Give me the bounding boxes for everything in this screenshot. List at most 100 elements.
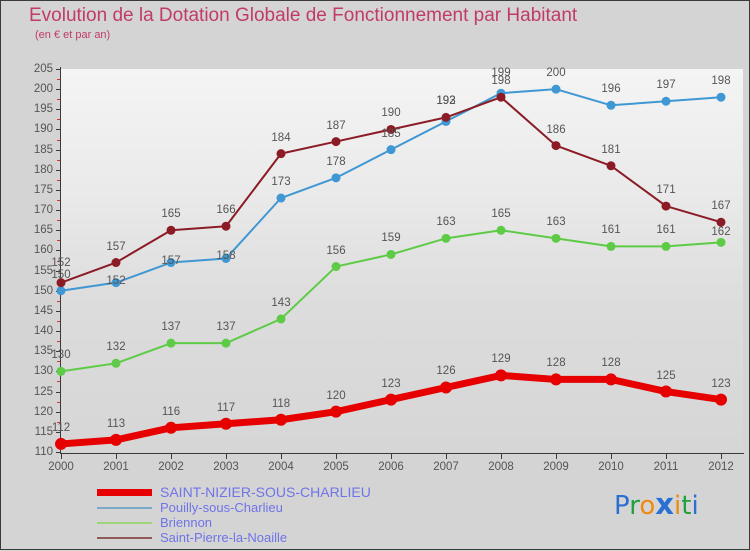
legend-item[interactable]: Saint-Pierre-la-Noaille [97, 530, 371, 545]
data-point-marker [111, 258, 121, 268]
y-axis-tick-label: 135 [33, 345, 53, 358]
x-axis-tick-label: 2001 [103, 461, 129, 473]
data-point-marker [551, 141, 561, 151]
y-axis-tick-mark [56, 69, 61, 70]
data-point-marker [496, 225, 506, 235]
data-point-marker [385, 393, 397, 406]
legend-color-swatch [97, 489, 152, 496]
series-0 [55, 369, 727, 450]
page-title: Evolution de la Dotation Globale de Fonc… [29, 5, 578, 26]
data-point-marker [716, 237, 726, 247]
data-point-marker [276, 193, 286, 203]
data-point-marker [56, 366, 66, 376]
series-2 [56, 225, 726, 376]
y-axis-tick-label: 170 [33, 204, 53, 217]
legend-item[interactable]: SAINT-NIZIER-SOUS-CHARLIEU [97, 485, 371, 500]
y-axis-minor-tick [57, 300, 60, 302]
data-point-marker [551, 84, 561, 94]
y-axis-minor-tick [57, 200, 60, 202]
y-axis-tick-mark [56, 230, 61, 232]
legend-item[interactable]: Briennon [97, 515, 371, 530]
y-axis-minor-tick [57, 421, 60, 423]
series-line [60, 88, 722, 292]
data-point-marker [606, 161, 616, 171]
data-point-marker [55, 437, 67, 450]
x-axis-tick-mark [721, 453, 722, 459]
x-axis-tick-label: 2007 [433, 461, 459, 473]
legend-color-swatch [97, 536, 152, 539]
y-axis-tick-mark [56, 89, 61, 91]
y-axis-tick-mark [56, 351, 61, 353]
data-point-marker [331, 173, 341, 183]
y-axis-minor-tick [57, 361, 60, 363]
data-point-marker [550, 373, 562, 386]
y-axis-tick-mark [56, 250, 61, 252]
x-axis-tick-label: 2012 [708, 461, 734, 473]
y-axis-minor-tick [57, 341, 60, 343]
data-point-marker [165, 421, 177, 434]
y-axis-tick-mark [56, 109, 61, 111]
data-point-marker [221, 338, 231, 348]
x-axis-tick-mark [336, 453, 337, 459]
legend-item[interactable]: Pouilly-sous-Charlieu [97, 500, 371, 515]
data-point-marker [56, 278, 66, 288]
data-point-marker [220, 417, 232, 430]
data-point-marker [441, 233, 451, 243]
data-point-marker [221, 253, 231, 263]
x-axis-tick-mark [281, 453, 282, 459]
y-axis-tick-mark [56, 310, 61, 312]
y-axis-minor-tick [57, 220, 60, 222]
x-axis-tick-label: 2002 [158, 461, 184, 473]
x-axis-tick-label: 2000 [48, 461, 74, 473]
data-point-marker [495, 369, 507, 382]
y-axis-tick-label: 130 [33, 365, 53, 378]
data-point-marker [166, 225, 176, 235]
y-axis-tick-mark [56, 210, 61, 212]
data-point-marker [440, 381, 452, 394]
y-axis-tick-label: 155 [33, 264, 53, 277]
y-axis-minor-tick [57, 99, 60, 101]
x-axis-tick-mark [556, 453, 557, 459]
logo-letter-i1: i [674, 491, 682, 521]
data-point-marker [715, 393, 727, 406]
x-axis-line [60, 453, 744, 454]
data-point-marker [551, 233, 561, 243]
x-axis-tick-mark [391, 453, 392, 459]
x-axis-tick-mark [666, 453, 667, 459]
y-axis-tick-label: 125 [33, 385, 53, 398]
x-axis-tick-label: 2008 [488, 461, 514, 473]
y-axis-minor-tick [57, 260, 60, 262]
data-point-marker [661, 201, 671, 211]
y-axis-minor-tick [57, 320, 60, 322]
y-axis-tick-label: 165 [33, 224, 53, 237]
data-point-marker [386, 124, 396, 134]
x-axis-tick-mark [116, 453, 117, 459]
x-axis-tick-mark [501, 453, 502, 459]
y-axis-tick-label: 190 [33, 123, 53, 136]
y-axis-tick-mark [56, 391, 61, 393]
y-axis-tick-mark [56, 331, 61, 333]
data-point-marker [386, 249, 396, 259]
y-axis-tick-label: 110 [34, 446, 53, 458]
y-axis-tick-mark [56, 452, 61, 453]
logo-letter-x: x [655, 487, 674, 521]
logo-letter-r: r [629, 491, 640, 521]
data-point-marker [386, 145, 396, 155]
y-axis-tick-label: 185 [33, 143, 53, 156]
y-axis-line [60, 67, 61, 454]
x-axis-tick-mark [446, 453, 447, 459]
data-point-marker [166, 338, 176, 348]
x-axis-tick-mark [226, 453, 227, 459]
y-axis-minor-tick [57, 139, 60, 141]
y-axis-tick-mark [56, 169, 61, 171]
y-axis-minor-tick [57, 79, 60, 81]
series-3 [56, 92, 726, 288]
logo-letter-t: t [681, 491, 692, 521]
data-point-marker [56, 286, 66, 296]
y-axis-minor-tick [57, 179, 60, 181]
y-axis-tick-mark [56, 189, 61, 191]
data-point-marker [111, 358, 121, 368]
y-axis-tick-mark [56, 149, 61, 151]
